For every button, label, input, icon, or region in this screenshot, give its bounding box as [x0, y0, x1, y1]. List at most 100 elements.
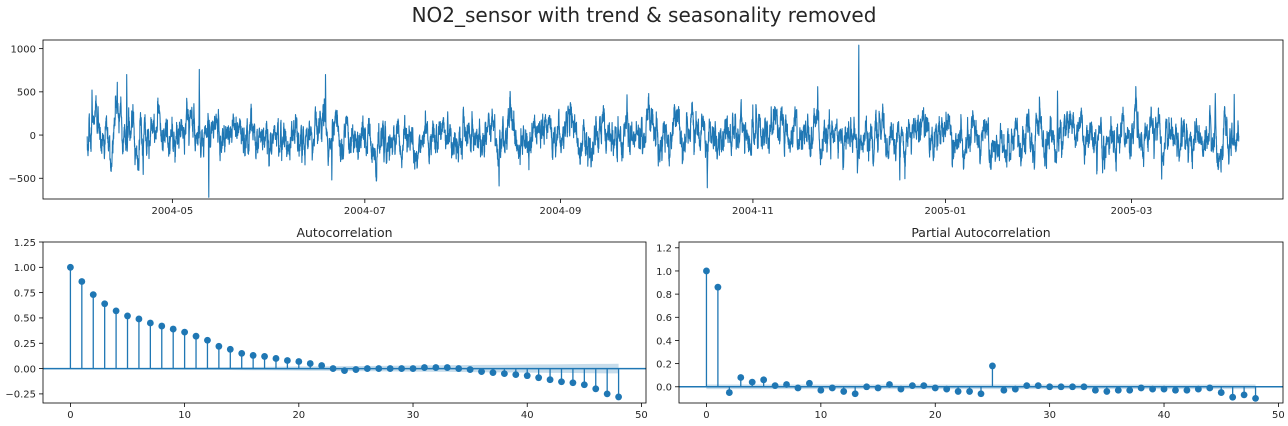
pacf-marker [760, 376, 768, 384]
pacf-ytick-label: 0.6 [656, 313, 672, 324]
pacf-marker [1126, 386, 1134, 394]
acf-marker [603, 390, 611, 398]
pacf-marker [1252, 394, 1259, 402]
pacf-marker [1023, 382, 1031, 390]
pacf-ytick-label: 0.0 [656, 383, 672, 394]
acf-marker [329, 365, 337, 372]
pacf-marker [1229, 393, 1237, 401]
acf-marker [238, 349, 246, 357]
timeseries-xtick-label: 2004-09 [540, 206, 582, 217]
acf-marker [546, 376, 554, 384]
acf-marker [124, 312, 131, 320]
pacf-marker [1114, 386, 1122, 394]
acf-marker [512, 371, 520, 379]
pacf-frame [678, 241, 1284, 404]
acf-marker [112, 307, 120, 315]
acf-marker [432, 364, 440, 371]
pacf-marker [714, 283, 722, 291]
pacf-ytick-label: 0.4 [656, 336, 672, 347]
pacf-marker [989, 362, 996, 370]
pacf-marker [1183, 386, 1191, 394]
acf-marker [592, 385, 600, 393]
timeseries-xtick-label: 2004-11 [732, 206, 774, 217]
acf-marker [204, 336, 211, 344]
timeseries-line [86, 44, 1240, 198]
pacf-marker [794, 384, 802, 392]
acf-marker [398, 365, 406, 372]
pacf-ytick-label: 1.2 [656, 244, 672, 255]
acf-marker [580, 381, 588, 389]
acf-marker [523, 372, 531, 380]
acf-xtick-label: 50 [635, 410, 648, 421]
acf-ytick-label: 0.75 [14, 288, 36, 299]
pacf-marker [1206, 384, 1214, 392]
pacf-marker [1194, 385, 1202, 393]
acf-marker [215, 342, 223, 350]
pacf-marker [703, 267, 710, 275]
pacf-marker [783, 381, 790, 388]
acf-marker [169, 325, 177, 333]
pacf-marker [1103, 388, 1111, 395]
figure-suptitle: NO2_sensor with trend & seasonality remo… [412, 3, 877, 27]
acf-marker [306, 360, 314, 367]
acf-marker [318, 362, 326, 369]
pacf-marker [931, 384, 939, 392]
pacf-marker [1240, 391, 1248, 399]
pacf-marker [886, 381, 893, 388]
acf-ytick-label: 0.50 [14, 314, 36, 325]
pacf-marker [737, 374, 745, 381]
pacf-xtick-label: 0 [703, 410, 709, 421]
pacf-marker [1011, 385, 1019, 393]
acf-frame [42, 241, 647, 404]
acf-marker [101, 300, 109, 308]
pacf-marker [1046, 383, 1054, 391]
acf-xtick-label: 0 [67, 410, 73, 421]
pacf-ytick-label: 1.0 [656, 267, 672, 278]
pacf-marker [1000, 386, 1008, 394]
acf-marker [249, 352, 257, 359]
timeseries-panel: −500 0 500 1000 2004-05 2004-07 2004-09 2004-11… [9, 39, 1284, 217]
acf-xtick-label: 20 [292, 410, 305, 421]
timeseries-ytick-label: −500 [9, 174, 36, 185]
pacf-marker [977, 390, 985, 398]
acf-marker [409, 365, 417, 372]
timeseries-ytick-label: 0 [30, 131, 36, 142]
acf-marker [135, 315, 143, 323]
pacf-xtick-label: 30 [1043, 410, 1056, 421]
pacf-marker [1217, 389, 1225, 396]
acf-ytick-label: 0.25 [14, 339, 36, 350]
acf-marker [78, 278, 86, 285]
pacf-marker [1091, 386, 1099, 394]
pacf-panel: Partial Autocorrelation 0.0 0.2 0.4 0.6 0.8 1… [656, 225, 1285, 421]
acf-marker [489, 369, 497, 377]
acf-xtick-label: 40 [521, 410, 534, 421]
pacf-marker [851, 390, 859, 398]
pacf-marker [863, 383, 871, 391]
pacf-marker [817, 386, 825, 394]
pacf-xtick-label: 40 [1158, 410, 1171, 421]
acf-marker [89, 291, 97, 299]
pacf-marker [874, 384, 882, 392]
pacf-marker [966, 388, 973, 395]
acf-xtick-label: 10 [178, 410, 191, 421]
acf-ytick-label: 1.00 [14, 263, 36, 274]
pacf-xtick-label: 10 [814, 410, 827, 421]
pacf-marker [840, 388, 848, 395]
timeseries-xtick-label: 2005-01 [924, 206, 966, 217]
pacf-xtick-label: 50 [1272, 410, 1285, 421]
acf-marker [558, 378, 565, 386]
acf-marker [375, 365, 383, 372]
pacf-marker [1149, 385, 1156, 393]
pacf-marker [908, 382, 916, 390]
timeseries-xtick-label: 2005-03 [1111, 206, 1153, 217]
acf-marker [272, 355, 280, 362]
acf-marker [181, 328, 189, 336]
acf-marker [386, 365, 394, 372]
pacf-marker [1069, 383, 1076, 391]
pacf-marker [748, 378, 756, 386]
acf-marker [455, 365, 463, 372]
acf-marker [283, 357, 291, 364]
acf-marker [466, 366, 474, 373]
acf-marker [421, 364, 428, 371]
pacf-marker [806, 379, 813, 387]
